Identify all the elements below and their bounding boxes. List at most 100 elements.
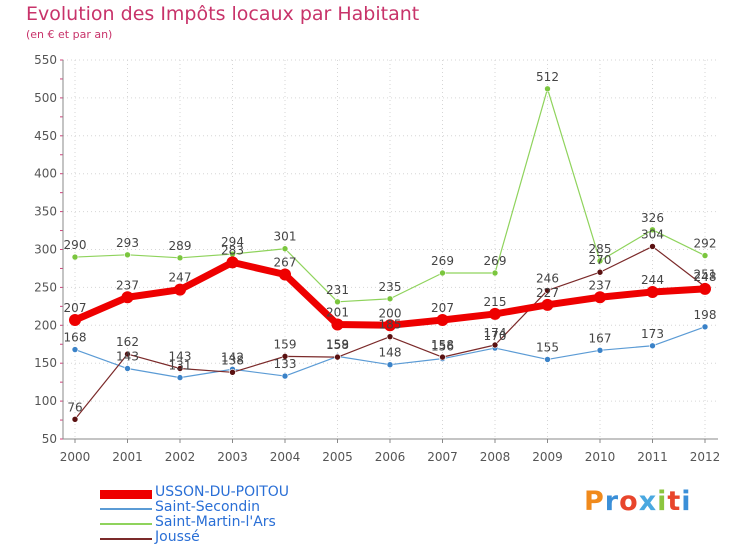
data-labels: 207 237 247 283 267 201 200 207 215 227 237 244 248 1… (64, 70, 717, 414)
y-tick-label: 100 (34, 394, 57, 408)
data-label: 143 (116, 350, 139, 364)
data-point (386, 361, 394, 369)
data-point (71, 415, 79, 423)
data-point (331, 318, 344, 331)
data-point (281, 245, 289, 253)
data-point (646, 285, 659, 298)
x-tick-label: 2004 (270, 450, 301, 464)
legend-label: Saint-Secondin (155, 499, 261, 515)
y-tick-label: 350 (34, 205, 57, 219)
data-point (544, 85, 551, 93)
data-label: 512 (536, 70, 559, 84)
data-label: 138 (221, 353, 244, 367)
legend-item: USSON-DU-POITOU (100, 484, 360, 501)
data-label: 133 (274, 357, 297, 371)
x-tick-label: 2005 (322, 450, 353, 464)
data-label: 174 (484, 326, 507, 340)
series-group (69, 85, 711, 423)
data-point (124, 350, 131, 358)
y-tick-label: 250 (34, 280, 57, 294)
data-point (71, 346, 79, 353)
data-label: 215 (484, 295, 507, 309)
x-tick-label: 2012 (690, 450, 721, 464)
x-tick-label: 2008 (480, 450, 511, 464)
logo-letter: r (604, 486, 620, 517)
data-label: 168 (64, 331, 87, 345)
data-label: 237 (116, 278, 139, 292)
data-point (386, 295, 394, 303)
data-point (334, 298, 341, 306)
data-point (334, 353, 341, 361)
data-label: 237 (589, 278, 612, 292)
logo-letter: x (638, 486, 658, 517)
data-point (491, 269, 499, 277)
data-point (121, 291, 134, 304)
data-point (544, 287, 551, 294)
data-point (386, 333, 394, 340)
x-tick-label: 2002 (165, 450, 196, 464)
y-tick-label: 300 (34, 243, 57, 257)
data-label: 248 (694, 270, 717, 284)
data-point (281, 353, 289, 360)
data-label: 283 (221, 243, 244, 257)
data-label: 162 (116, 335, 139, 349)
y-tick-label: 450 (34, 129, 57, 143)
data-point (384, 319, 396, 332)
data-point (176, 374, 184, 381)
legend-label: Saint-Martin-l'Ars (155, 514, 276, 530)
data-label: 267 (274, 256, 297, 270)
data-label: 270 (589, 253, 612, 267)
y-tick-label: 550 (34, 53, 57, 67)
data-label: 247 (169, 271, 192, 285)
data-point (541, 298, 554, 311)
data-label: 207 (431, 301, 454, 315)
data-label: 159 (274, 337, 297, 351)
data-point (544, 356, 551, 363)
x-tick-label: 2010 (585, 450, 616, 464)
data-label: 185 (379, 318, 402, 332)
data-point (69, 313, 81, 326)
y-tick-label: 150 (34, 356, 57, 370)
data-label: 167 (589, 331, 612, 345)
logo-letter: o (619, 486, 639, 517)
legend-swatch (100, 489, 152, 499)
data-point (596, 257, 604, 265)
data-point (489, 307, 501, 320)
legend-swatch (100, 538, 152, 540)
legend-swatch (100, 523, 152, 525)
legend: USSON-DU-POITOU Saint-Secondin Saint-Mar… (100, 484, 360, 546)
data-point (124, 365, 131, 372)
data-label: 227 (536, 286, 559, 300)
data-label: 76 (67, 400, 82, 414)
logo-letter: i (657, 486, 668, 517)
data-label: 292 (694, 237, 717, 251)
chart-title: Evolution des Impôts locaux par Habitant (26, 3, 420, 25)
logo-letter: P (584, 486, 605, 517)
data-point (439, 353, 446, 361)
data-label: 158 (431, 338, 454, 352)
logo-letter: i (681, 486, 692, 517)
data-label: 293 (116, 236, 139, 250)
data-label: 285 (589, 242, 612, 256)
data-label: 155 (536, 340, 559, 354)
data-label: 269 (484, 254, 507, 268)
data-label: 294 (221, 235, 244, 249)
data-point (176, 365, 184, 372)
data-point (649, 226, 656, 234)
y-tick-label: 50 (42, 432, 57, 446)
y-tick-label: 400 (34, 167, 57, 181)
x-tick-label: 2009 (532, 450, 563, 464)
data-label: 207 (64, 301, 87, 315)
logo-letter: t (667, 486, 682, 517)
y-tick-label: 500 (34, 91, 57, 105)
data-point (71, 253, 79, 261)
data-label: 301 (274, 230, 297, 244)
x-tick-label: 2001 (112, 450, 143, 464)
x-tick-label: 2007 (427, 450, 458, 464)
x-tick-label: 2006 (375, 450, 406, 464)
data-point (701, 252, 709, 259)
data-label: 143 (169, 350, 192, 364)
data-label: 201 (326, 306, 349, 320)
